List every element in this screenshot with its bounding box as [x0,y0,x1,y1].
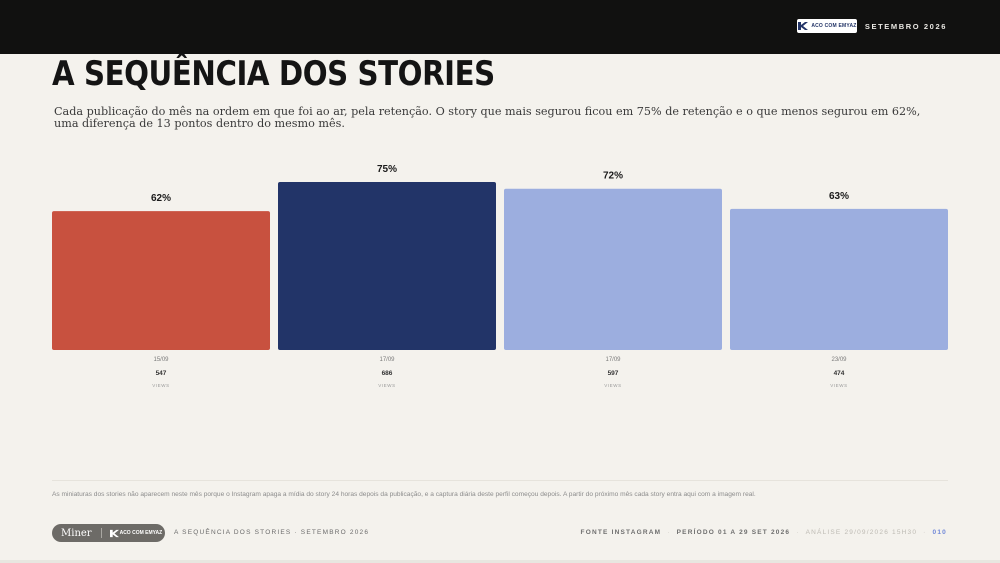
footer-dot: · [923,529,927,536]
data-label-4: 63% [829,191,849,202]
footer-source: FONTE INSTAGRAM [580,529,662,536]
footer-meta: FONTE INSTAGRAM · PERÍODO 01 A 29 SET 20… [581,529,947,536]
data-label-2: 75% [377,164,397,175]
footer-brand-text: ACO COM EMYAZ [119,530,163,536]
brand-logo-text: ACO COM EMYAZ [811,23,857,29]
views-caption-2: VIEWS [378,383,396,388]
brand-logo: ACO COM EMYAZ [796,19,857,33]
footer-divider [52,480,948,481]
footer-miner-logo: Miner [61,527,92,539]
footer-dot: · [796,529,800,536]
views-caption-4: VIEWS [830,383,848,388]
x-tick-label-1: 15/09 [153,357,169,363]
bar-3 [504,188,722,350]
footer-dot: · [667,529,671,536]
page-subtitle: Cada publicação do mês na ordem em que f… [54,105,921,130]
views-value-3: 597 [608,370,619,377]
views-value-4: 474 [834,370,845,377]
footer-brand-mark-icon [109,529,119,537]
data-label-1: 62% [151,193,171,204]
bottom-edge-line [0,560,1000,563]
views-caption-3: VIEWS [604,383,622,388]
x-tick-label-3: 17/09 [605,357,621,363]
page-title: A SEQUÊNCIA DOS STORIES [52,54,495,94]
footer-brand-pill: Miner ACO COM EMYAZ [52,524,165,542]
bar-1 [52,211,270,350]
x-tick-label-4: 23/09 [831,357,847,363]
footer-period: PERÍODO 01 A 29 SET 2026 [676,529,791,536]
views-value-2: 686 [382,370,393,377]
data-label-3: 72% [603,171,623,182]
footer-analysis-date: ANÁLISE 29/09/2026 15H30 [805,529,918,536]
brand-mark-icon [798,22,809,30]
views-value-1: 547 [156,370,167,377]
bar-2 [278,182,496,350]
x-tick-label-2: 17/09 [379,357,395,363]
footnote: As miniaturas dos stories não aparecem n… [52,491,756,498]
footer-section-title: A SEQUÊNCIA DOS STORIES · SETEMBRO 2026 [174,529,370,536]
views-caption-1: VIEWS [152,383,170,388]
retention-bar-chart: 62% 15/09 547 VIEWS 75% 17/09 686 VIEWS 72% 17/09… [52,164,948,388]
footer-pill-separator [100,528,102,538]
bar-4 [730,208,948,350]
header-month: SETEMBRO 2026 [864,21,947,31]
page-number: 010 [932,529,947,536]
header-brand: ACO COM EMYAZ SETEMBRO 2026 [796,19,947,33]
